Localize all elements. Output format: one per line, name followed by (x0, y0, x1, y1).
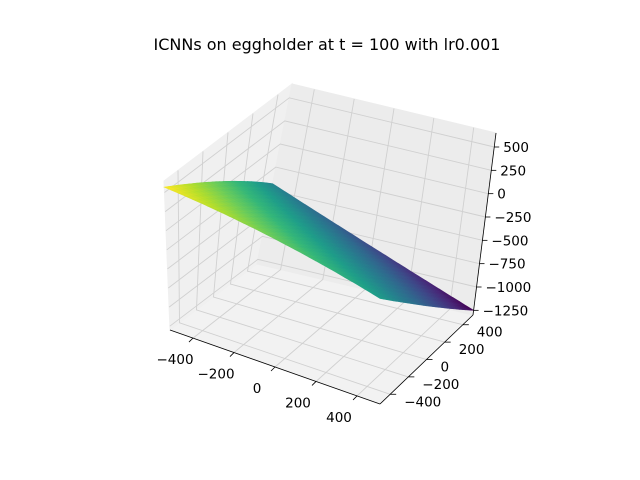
y-tick-label: −400 (404, 394, 441, 410)
x-tick-label: 200 (285, 396, 311, 412)
x-tick-label: −400 (156, 352, 193, 368)
z-tick-label: −1000 (486, 280, 532, 296)
chart-title: ICNNs on eggholder at t = 100 with lr0.0… (154, 35, 501, 54)
x-tick-label: −200 (197, 367, 234, 383)
x-tick-mark (270, 366, 276, 372)
y-tick-label: 400 (477, 325, 503, 341)
y-tick-label: 200 (459, 342, 485, 358)
z-tick-label: 250 (500, 163, 526, 179)
x-tick-label: 400 (326, 410, 352, 426)
surface-facet (372, 293, 384, 300)
x-tick-mark (188, 337, 194, 343)
x-tick-mark (229, 352, 235, 357)
y-tick-label: 0 (441, 360, 450, 376)
z-tick-label: −250 (494, 210, 531, 226)
z-tick-label: −750 (489, 257, 526, 273)
y-tick-label: −200 (422, 377, 459, 393)
z-tick-label: 500 (503, 140, 529, 156)
z-grid-line (166, 166, 486, 251)
z-axis-line (472, 132, 497, 316)
z-tick-label: 0 (497, 187, 506, 203)
z-grid-line (164, 120, 492, 212)
x-tick-label: 0 (253, 381, 262, 397)
x-tick-mark (352, 395, 358, 401)
z-grid-line (164, 97, 495, 193)
x-tick-mark (311, 381, 317, 386)
z-tick-label: −1250 (483, 303, 529, 319)
surface-mesh (163, 180, 475, 311)
grid-lines (164, 89, 495, 397)
tick-marks: −400−2000200400−400−2000200400−1250−1000… (156, 140, 531, 426)
z-tick-label: −500 (491, 233, 528, 249)
